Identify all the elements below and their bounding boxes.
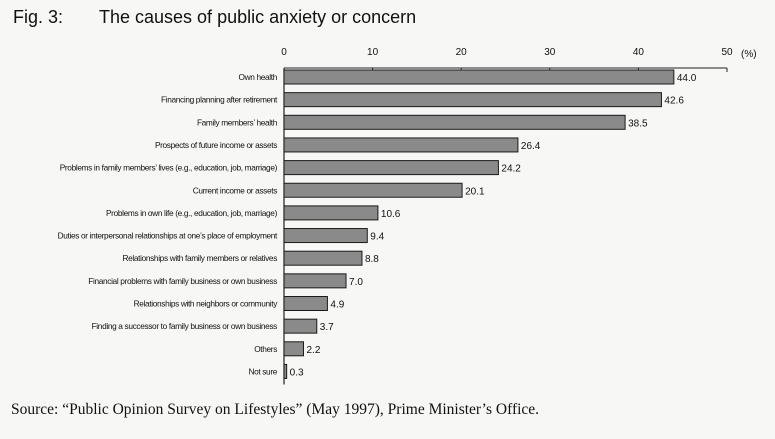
bar bbox=[283, 363, 288, 379]
bar-value-label: 8.8 bbox=[365, 254, 379, 265]
bar bbox=[283, 160, 499, 176]
figure-title: Fig. 3: The causes of public anxiety or c… bbox=[13, 7, 416, 28]
bar bbox=[283, 69, 675, 85]
bar bbox=[283, 205, 379, 221]
category-label: Problems in family members’ lives (e.g.,… bbox=[60, 163, 278, 173]
category-label: Finding a successor to family business o… bbox=[92, 321, 278, 331]
bar bbox=[283, 137, 519, 153]
category-label: Others bbox=[254, 344, 277, 354]
bars: 44.0 Own health 42.6 Financing planning aft… bbox=[58, 69, 697, 379]
bar bbox=[283, 318, 318, 334]
figure-title-text: The causes of public anxiety or concern bbox=[99, 7, 417, 27]
bar-value-label: 20.1 bbox=[465, 186, 485, 197]
category-label: Not sure bbox=[248, 366, 277, 376]
x-axis-unit-label: (%) bbox=[741, 49, 757, 60]
bar-value-label: 4.9 bbox=[330, 300, 344, 311]
x-tick-label: 0 bbox=[281, 47, 287, 58]
source-note: Source: “Public Opinion Survey on Lifest… bbox=[11, 401, 540, 418]
category-label: Family members’ health bbox=[197, 117, 278, 127]
bar bbox=[283, 250, 363, 266]
bar bbox=[283, 182, 463, 198]
bar bbox=[283, 228, 368, 244]
figure-number: Fig. 3: bbox=[13, 7, 64, 27]
bar bbox=[283, 273, 347, 289]
x-tick-label: 10 bbox=[367, 47, 379, 58]
x-tick-label: 30 bbox=[544, 47, 556, 58]
category-label: Problems in own life (e.g., education, j… bbox=[106, 208, 278, 218]
bar-value-label: 7.0 bbox=[349, 277, 363, 288]
bar bbox=[283, 114, 626, 130]
bar-value-label: 10.6 bbox=[381, 209, 401, 220]
category-label: Duties or interpersonal relationships at… bbox=[58, 231, 278, 241]
x-tick-label: 50 bbox=[721, 47, 733, 58]
bar-value-label: 3.7 bbox=[320, 322, 334, 333]
x-tick-label: 20 bbox=[456, 47, 468, 58]
bar bbox=[283, 296, 328, 311]
bar bbox=[283, 92, 662, 108]
x-tick-label: 40 bbox=[633, 47, 645, 58]
bar-value-label: 42.6 bbox=[664, 96, 684, 107]
bar-value-label: 26.4 bbox=[521, 141, 541, 152]
category-label: Relationships with family members or rel… bbox=[122, 253, 277, 263]
category-label: Financing planning after retirement bbox=[161, 95, 278, 105]
bar-value-label: 24.2 bbox=[501, 164, 521, 175]
category-label: Relationships with neighbors or communit… bbox=[134, 299, 279, 309]
bar-value-label: 9.4 bbox=[370, 232, 384, 243]
bar-value-label: 38.5 bbox=[628, 118, 648, 129]
category-label: Own health bbox=[239, 72, 278, 82]
bar-value-label: 0.3 bbox=[290, 367, 304, 378]
category-label: Financial problems with family business … bbox=[88, 276, 277, 286]
category-label: Prospects of future income or assets bbox=[155, 140, 277, 150]
bar-value-label: 2.2 bbox=[306, 345, 320, 356]
bar-value-label: 44.0 bbox=[677, 73, 697, 84]
category-label: Current income or assets bbox=[193, 185, 277, 195]
bar bbox=[283, 341, 304, 357]
